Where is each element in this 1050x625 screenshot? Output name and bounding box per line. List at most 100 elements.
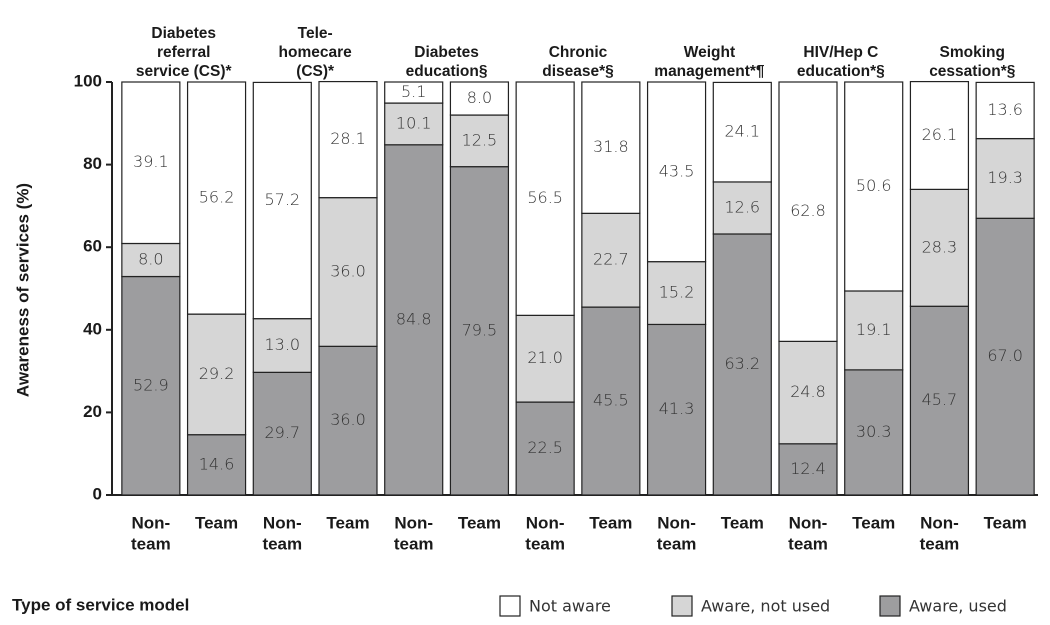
data-label: 63.2 bbox=[724, 354, 760, 373]
group-label: Diabetes bbox=[414, 44, 479, 61]
bar-segment bbox=[712, 81, 772, 183]
y-tick-label: 0 bbox=[93, 484, 102, 503]
data-label: 24.8 bbox=[790, 382, 826, 401]
data-label: 79.5 bbox=[462, 320, 498, 339]
group-label: disease*§ bbox=[542, 63, 614, 80]
bar-segment bbox=[449, 114, 510, 168]
data-label: 19.1 bbox=[856, 320, 892, 339]
data-label: 15.2 bbox=[659, 283, 695, 302]
bar-segment bbox=[712, 233, 772, 496]
bar-segment bbox=[121, 81, 181, 245]
data-label: 21.0 bbox=[527, 348, 563, 367]
group-label: (CS)* bbox=[296, 63, 335, 80]
data-label: 12.6 bbox=[724, 197, 760, 216]
bar-segment bbox=[646, 81, 707, 263]
y-axis-title: Awareness of services (%) bbox=[13, 183, 32, 397]
group-label: service (CS)* bbox=[136, 63, 233, 80]
x-tick-label: Team bbox=[984, 513, 1027, 532]
x-tick-label: Team bbox=[195, 513, 238, 532]
bar-segment bbox=[318, 197, 378, 347]
bar-segment bbox=[121, 275, 181, 496]
data-label: 30.3 bbox=[856, 422, 892, 441]
y-tick-label: 60 bbox=[83, 237, 102, 256]
x-tick-label: Team bbox=[852, 513, 895, 532]
x-tick-label: team bbox=[525, 534, 565, 553]
bar-segment bbox=[318, 80, 378, 199]
data-label: 24.1 bbox=[724, 122, 760, 141]
bar-segment bbox=[121, 242, 181, 278]
bar-segment bbox=[712, 181, 772, 235]
data-label: 36.0 bbox=[330, 261, 366, 280]
x-tick-label: Non- bbox=[920, 513, 959, 532]
data-label: 10.1 bbox=[396, 113, 432, 132]
bar-segment bbox=[975, 137, 1035, 219]
bar-segment bbox=[318, 345, 378, 496]
data-label: 41.3 bbox=[659, 399, 695, 418]
group-label: referral bbox=[157, 44, 210, 61]
data-label: 22.7 bbox=[593, 250, 629, 269]
group-label: Diabetes bbox=[151, 25, 216, 42]
x-tick-label: team bbox=[657, 534, 697, 553]
data-label: 45.7 bbox=[922, 390, 958, 409]
y-tick-label: 100 bbox=[74, 71, 102, 90]
data-label: 56.5 bbox=[527, 188, 563, 207]
data-label: 52.9 bbox=[133, 375, 169, 394]
data-label: 57.2 bbox=[264, 190, 300, 209]
group-label: education*§ bbox=[797, 63, 885, 80]
bar-segment bbox=[581, 212, 641, 308]
x-tick-label: team bbox=[262, 534, 302, 553]
bar-segment bbox=[252, 318, 312, 373]
bar-segment bbox=[252, 81, 312, 320]
data-label: 50.6 bbox=[856, 176, 892, 195]
x-axis-title: Type of service model bbox=[12, 595, 189, 614]
group-label: Smoking bbox=[940, 44, 1005, 61]
data-label: 84.8 bbox=[396, 309, 432, 328]
bar-segment bbox=[909, 305, 970, 496]
group-label: Chronic bbox=[549, 44, 608, 61]
group-label: management*¶ bbox=[654, 63, 765, 80]
data-label: 8.0 bbox=[467, 88, 492, 107]
legend-label: Aware, not used bbox=[701, 597, 830, 616]
data-label: 8.0 bbox=[138, 250, 163, 269]
x-tick-label: team bbox=[920, 534, 960, 553]
x-tick-label: team bbox=[788, 534, 828, 553]
y-tick-label: 40 bbox=[83, 319, 102, 338]
bar-segment bbox=[449, 166, 510, 496]
bar-segment bbox=[449, 81, 510, 116]
group-label: HIV/Hep C bbox=[803, 44, 878, 61]
x-tick-label: Team bbox=[326, 513, 369, 532]
data-label: 28.3 bbox=[922, 237, 958, 256]
group-label: Weight bbox=[684, 44, 735, 61]
bar-segment bbox=[975, 217, 1035, 496]
bar-segment bbox=[515, 401, 575, 496]
x-tick-label: Team bbox=[458, 513, 501, 532]
group-label: Tele- bbox=[298, 25, 333, 42]
bar-segment bbox=[384, 81, 444, 104]
x-tick-label: team bbox=[394, 534, 434, 553]
bar-segment bbox=[384, 144, 444, 496]
y-tick-label: 80 bbox=[83, 154, 102, 173]
data-label: 36.0 bbox=[330, 410, 366, 429]
x-tick-label: Non- bbox=[789, 513, 828, 532]
data-label: 26.1 bbox=[922, 125, 958, 144]
data-label: 43.5 bbox=[659, 161, 695, 180]
x-tick-label: Non- bbox=[131, 513, 170, 532]
legend-swatch bbox=[671, 595, 693, 617]
group-label: homecare bbox=[279, 44, 353, 61]
x-tick-label: Non- bbox=[657, 513, 696, 532]
data-label: 14.6 bbox=[199, 454, 235, 473]
legend-label: Aware, used bbox=[909, 597, 1007, 616]
legend-swatch bbox=[879, 595, 901, 617]
data-label: 12.5 bbox=[462, 130, 498, 149]
x-tick-label: Team bbox=[589, 513, 632, 532]
x-tick-label: Non- bbox=[526, 513, 565, 532]
x-tick-label: Non- bbox=[394, 513, 433, 532]
data-label: 13.6 bbox=[987, 100, 1023, 119]
data-label: 31.8 bbox=[593, 137, 629, 156]
data-label: 13.0 bbox=[264, 335, 300, 354]
bar-segment bbox=[844, 369, 904, 496]
x-tick-label: Non- bbox=[263, 513, 302, 532]
data-label: 5.1 bbox=[401, 82, 426, 101]
data-label: 56.2 bbox=[199, 188, 235, 207]
